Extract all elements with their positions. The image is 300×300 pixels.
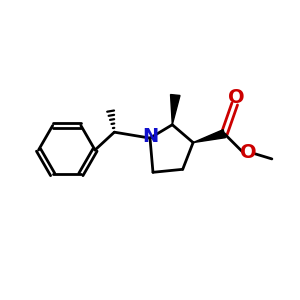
Polygon shape	[170, 94, 180, 125]
Polygon shape	[193, 130, 225, 142]
Text: O: O	[228, 88, 244, 107]
Text: O: O	[240, 143, 257, 163]
Text: N: N	[142, 127, 158, 146]
